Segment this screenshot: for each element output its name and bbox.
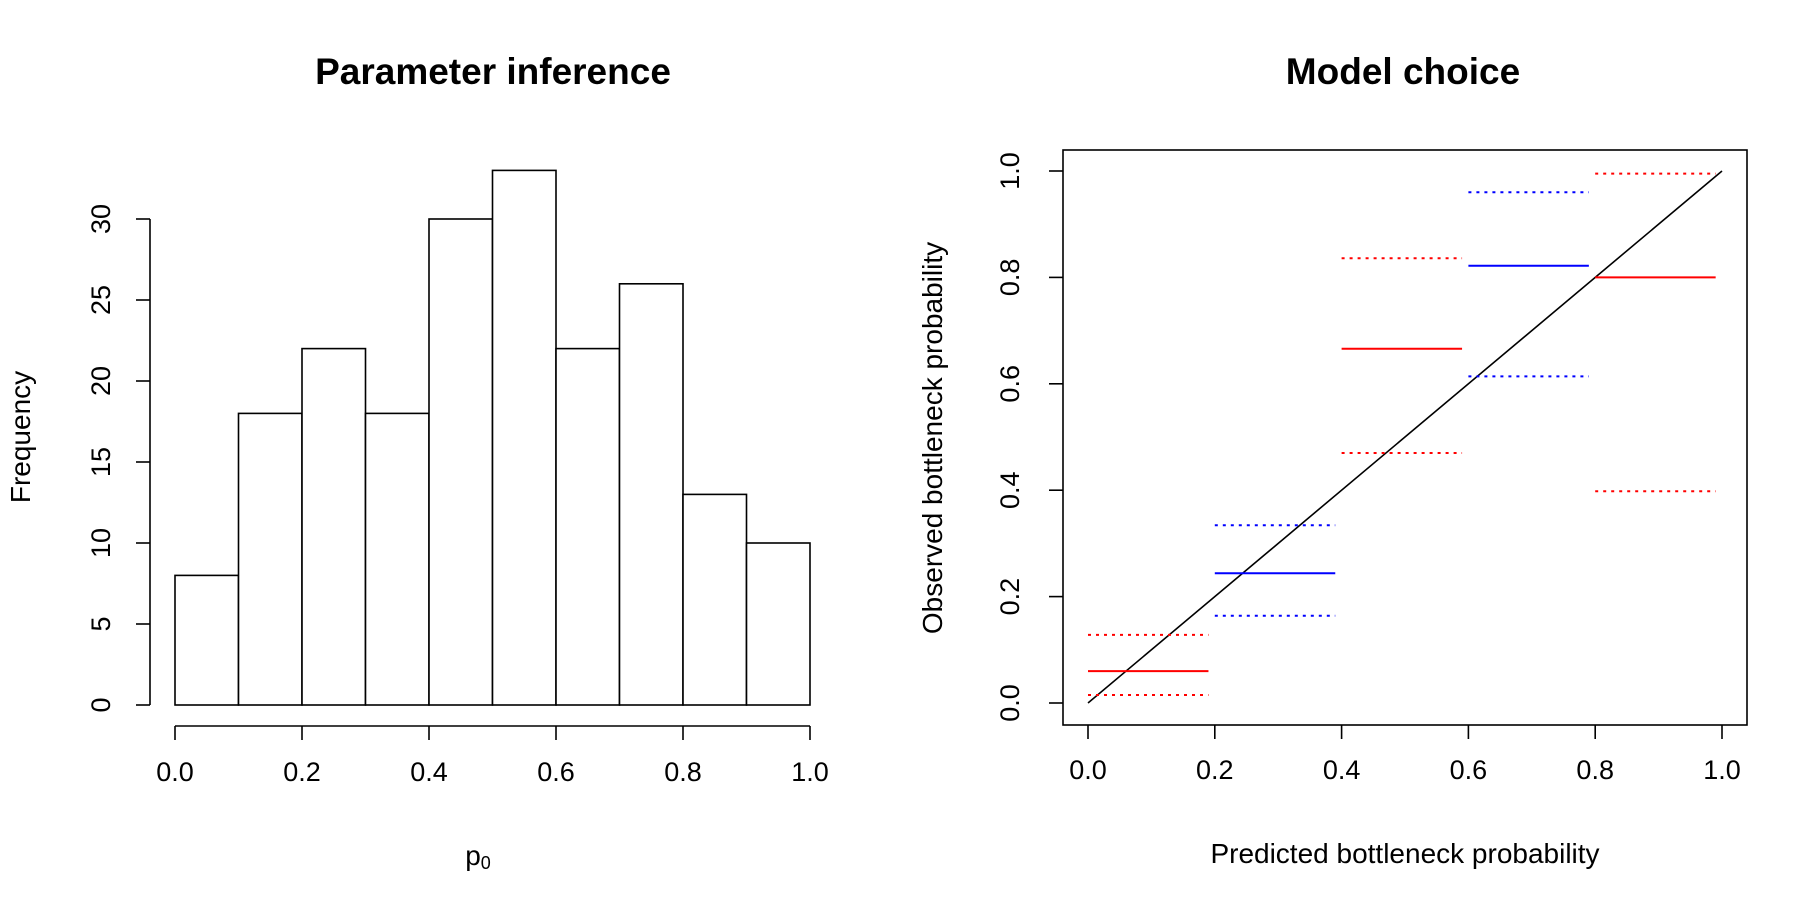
calibration-marks bbox=[1087, 170, 1723, 704]
x-tick-label: 0.0 bbox=[1069, 755, 1107, 785]
x-tick-label: 0.4 bbox=[1323, 755, 1361, 785]
calibration-title: Model choice bbox=[1286, 51, 1520, 92]
x-tick-label: 1.0 bbox=[791, 757, 829, 787]
y-tick-label: 30 bbox=[86, 204, 116, 234]
histogram-bar bbox=[745, 542, 811, 706]
histogram-title: Parameter inference bbox=[315, 51, 671, 92]
histogram-y-label: Frequency bbox=[5, 371, 36, 503]
x-tick-label: 0.4 bbox=[410, 757, 448, 787]
y-tick-label: 10 bbox=[86, 528, 116, 558]
y-tick-label: 1.0 bbox=[995, 152, 1025, 190]
y-tick-label: 15 bbox=[86, 447, 116, 477]
histogram-bar bbox=[174, 574, 240, 706]
histogram-y-axis: 0 5 10 15 20 25 30 bbox=[86, 204, 151, 713]
y-tick-label: 0.4 bbox=[995, 471, 1025, 509]
histogram-bar bbox=[682, 493, 748, 706]
x-tick-label: 0.8 bbox=[1576, 755, 1614, 785]
x-tick-label: 0.0 bbox=[156, 757, 194, 787]
y-tick-label: 5 bbox=[86, 616, 116, 631]
calibration-x-label: Predicted bottleneck probability bbox=[1210, 838, 1599, 869]
x-tick-label: 0.6 bbox=[1450, 755, 1488, 785]
x-tick-label: 0.8 bbox=[664, 757, 702, 787]
y-tick-label: 0.8 bbox=[995, 259, 1025, 297]
histogram-bar bbox=[364, 412, 430, 706]
y-tick-label: 20 bbox=[86, 366, 116, 396]
identity-line bbox=[1087, 170, 1723, 704]
y-tick-label: 25 bbox=[86, 285, 116, 315]
histogram-bar bbox=[237, 412, 303, 706]
calibration-x-axis: 0.0 0.2 0.4 0.6 0.8 1.0 bbox=[1069, 725, 1741, 785]
y-tick-label: 0.2 bbox=[995, 578, 1025, 616]
histogram-x-label: p0 bbox=[465, 840, 491, 873]
histogram-bar bbox=[555, 347, 621, 706]
calibration-y-label: Observed bottleneck probability bbox=[917, 242, 948, 634]
calibration-y-axis: 0.0 0.2 0.4 0.6 0.8 1.0 bbox=[995, 152, 1063, 722]
x-tick-label: 1.0 bbox=[1703, 755, 1741, 785]
x-tick-label: 0.2 bbox=[1196, 755, 1234, 785]
y-tick-label: 0.6 bbox=[995, 365, 1025, 403]
histogram-bars bbox=[174, 169, 811, 706]
histogram-x-axis: 0.0 0.2 0.4 0.6 0.8 1.0 bbox=[156, 725, 829, 787]
y-tick-label: 0 bbox=[86, 697, 116, 712]
histogram-bar bbox=[301, 347, 367, 706]
x-tick-label: 0.6 bbox=[537, 757, 575, 787]
calibration-plot-frame bbox=[1062, 149, 1748, 726]
histogram-bar bbox=[491, 169, 557, 706]
y-tick-label: 0.0 bbox=[995, 684, 1025, 722]
calibration-panel: Model choice 0.0 0.2 0.4 0.6 0.8 1.0 0.00.20.… bbox=[917, 51, 1748, 869]
histogram-panel: Parameter inference 0.0 0.2 0.4 0.6 0.8 1.0 0… bbox=[5, 51, 829, 873]
histogram-bar bbox=[618, 282, 684, 706]
histogram-bar bbox=[428, 218, 494, 706]
x-tick-label: 0.2 bbox=[283, 757, 321, 787]
